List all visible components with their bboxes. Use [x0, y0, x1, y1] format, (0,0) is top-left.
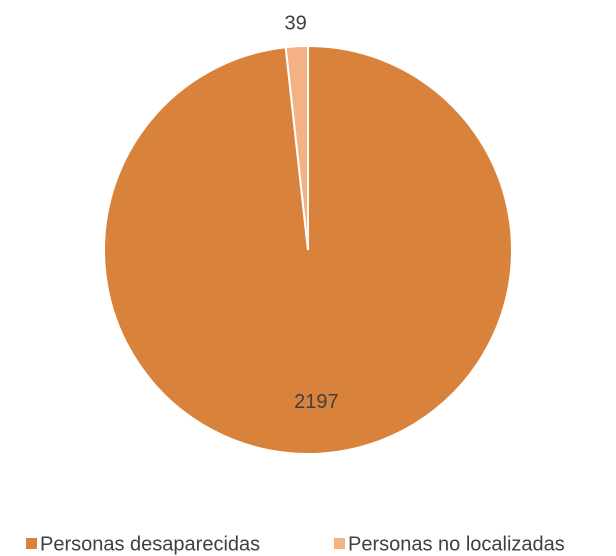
legend-swatch	[334, 538, 345, 549]
legend-swatch	[26, 538, 37, 549]
data-label: 2197	[294, 391, 339, 413]
legend-label: Personas desaparecidas	[40, 533, 260, 555]
data-label: 39	[284, 13, 306, 35]
chart: 2197 39 Personas desaparecidas Personas no …	[0, 0, 616, 556]
legend-label: Personas no localizadas	[348, 533, 565, 555]
